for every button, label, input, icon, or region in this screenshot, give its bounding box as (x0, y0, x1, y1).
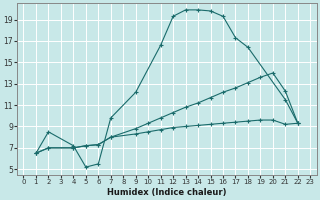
X-axis label: Humidex (Indice chaleur): Humidex (Indice chaleur) (107, 188, 227, 197)
